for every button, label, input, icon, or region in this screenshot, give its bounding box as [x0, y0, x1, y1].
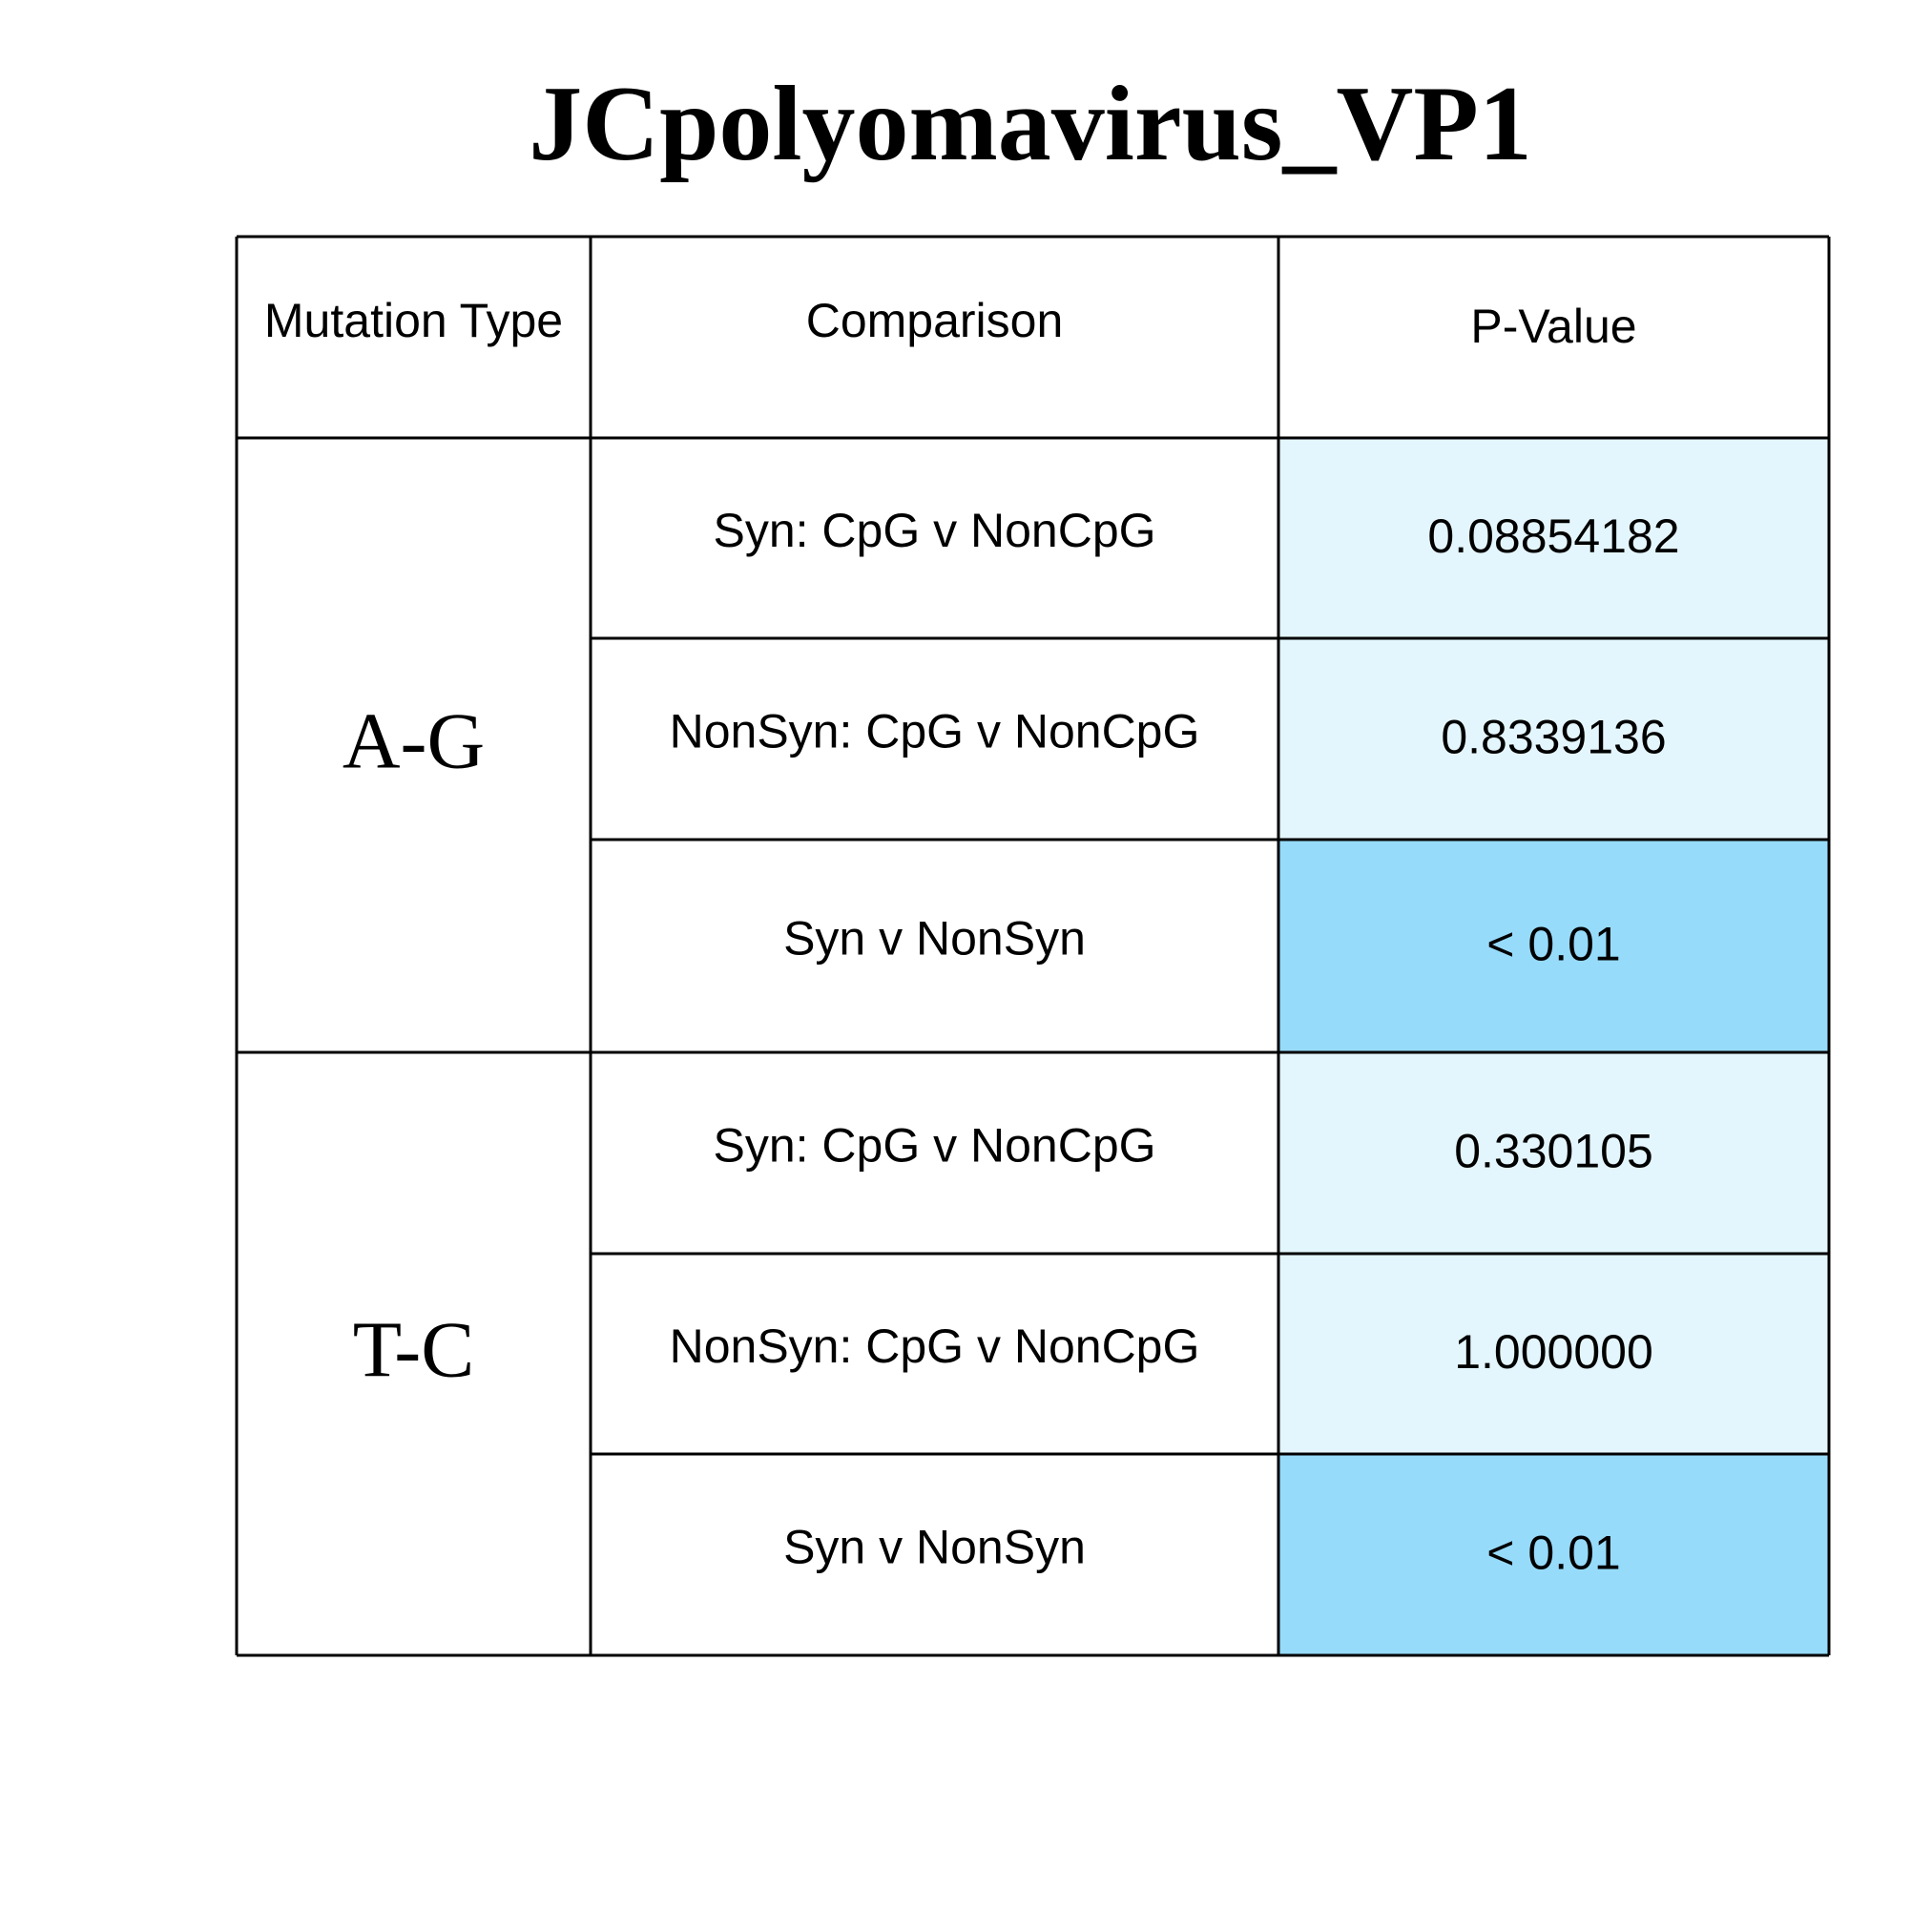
- group-label-1: A-G: [343, 696, 485, 785]
- comparison-label-2-1: Syn: CpG v NonCpG: [713, 1119, 1155, 1173]
- comparison-label-1-3: Syn v NonSyn: [783, 912, 1086, 966]
- header-mutation-type: Mutation Type: [264, 294, 563, 347]
- p-value-label-1-1: 0.08854182: [1427, 509, 1679, 563]
- p-value-label-2-2: 1.000000: [1454, 1325, 1653, 1379]
- p-value-cell-1-2: [1278, 638, 1829, 840]
- comparison-label-1-2: NonSyn: CpG v NonCpG: [670, 705, 1200, 758]
- p-value-label-2-1: 0.330105: [1454, 1125, 1653, 1178]
- p-value-label-2-3: < 0.01: [1486, 1527, 1620, 1580]
- comparison-label-2-2: NonSyn: CpG v NonCpG: [670, 1319, 1200, 1373]
- p-value-cell-1-3: [1278, 840, 1829, 1052]
- p-value-cell-2-3: [1278, 1454, 1829, 1655]
- header-p-value: P-Value: [1470, 300, 1636, 353]
- p-value-cell-1-1: [1278, 438, 1829, 638]
- comparison-label-2-3: Syn v NonSyn: [783, 1521, 1086, 1574]
- p-value-cell-2-2: [1278, 1254, 1829, 1454]
- chart-title: JCpolyomavirus_VP1: [529, 65, 1532, 183]
- p-value-label-1-2: 0.8339136: [1441, 711, 1666, 764]
- p-value-cell-2-1: [1278, 1052, 1829, 1254]
- comparison-label-1-1: Syn: CpG v NonCpG: [713, 504, 1155, 557]
- header-comparison: Comparison: [806, 294, 1064, 347]
- group-label-2: T-C: [353, 1305, 475, 1394]
- p-value-label-1-3: < 0.01: [1486, 918, 1620, 971]
